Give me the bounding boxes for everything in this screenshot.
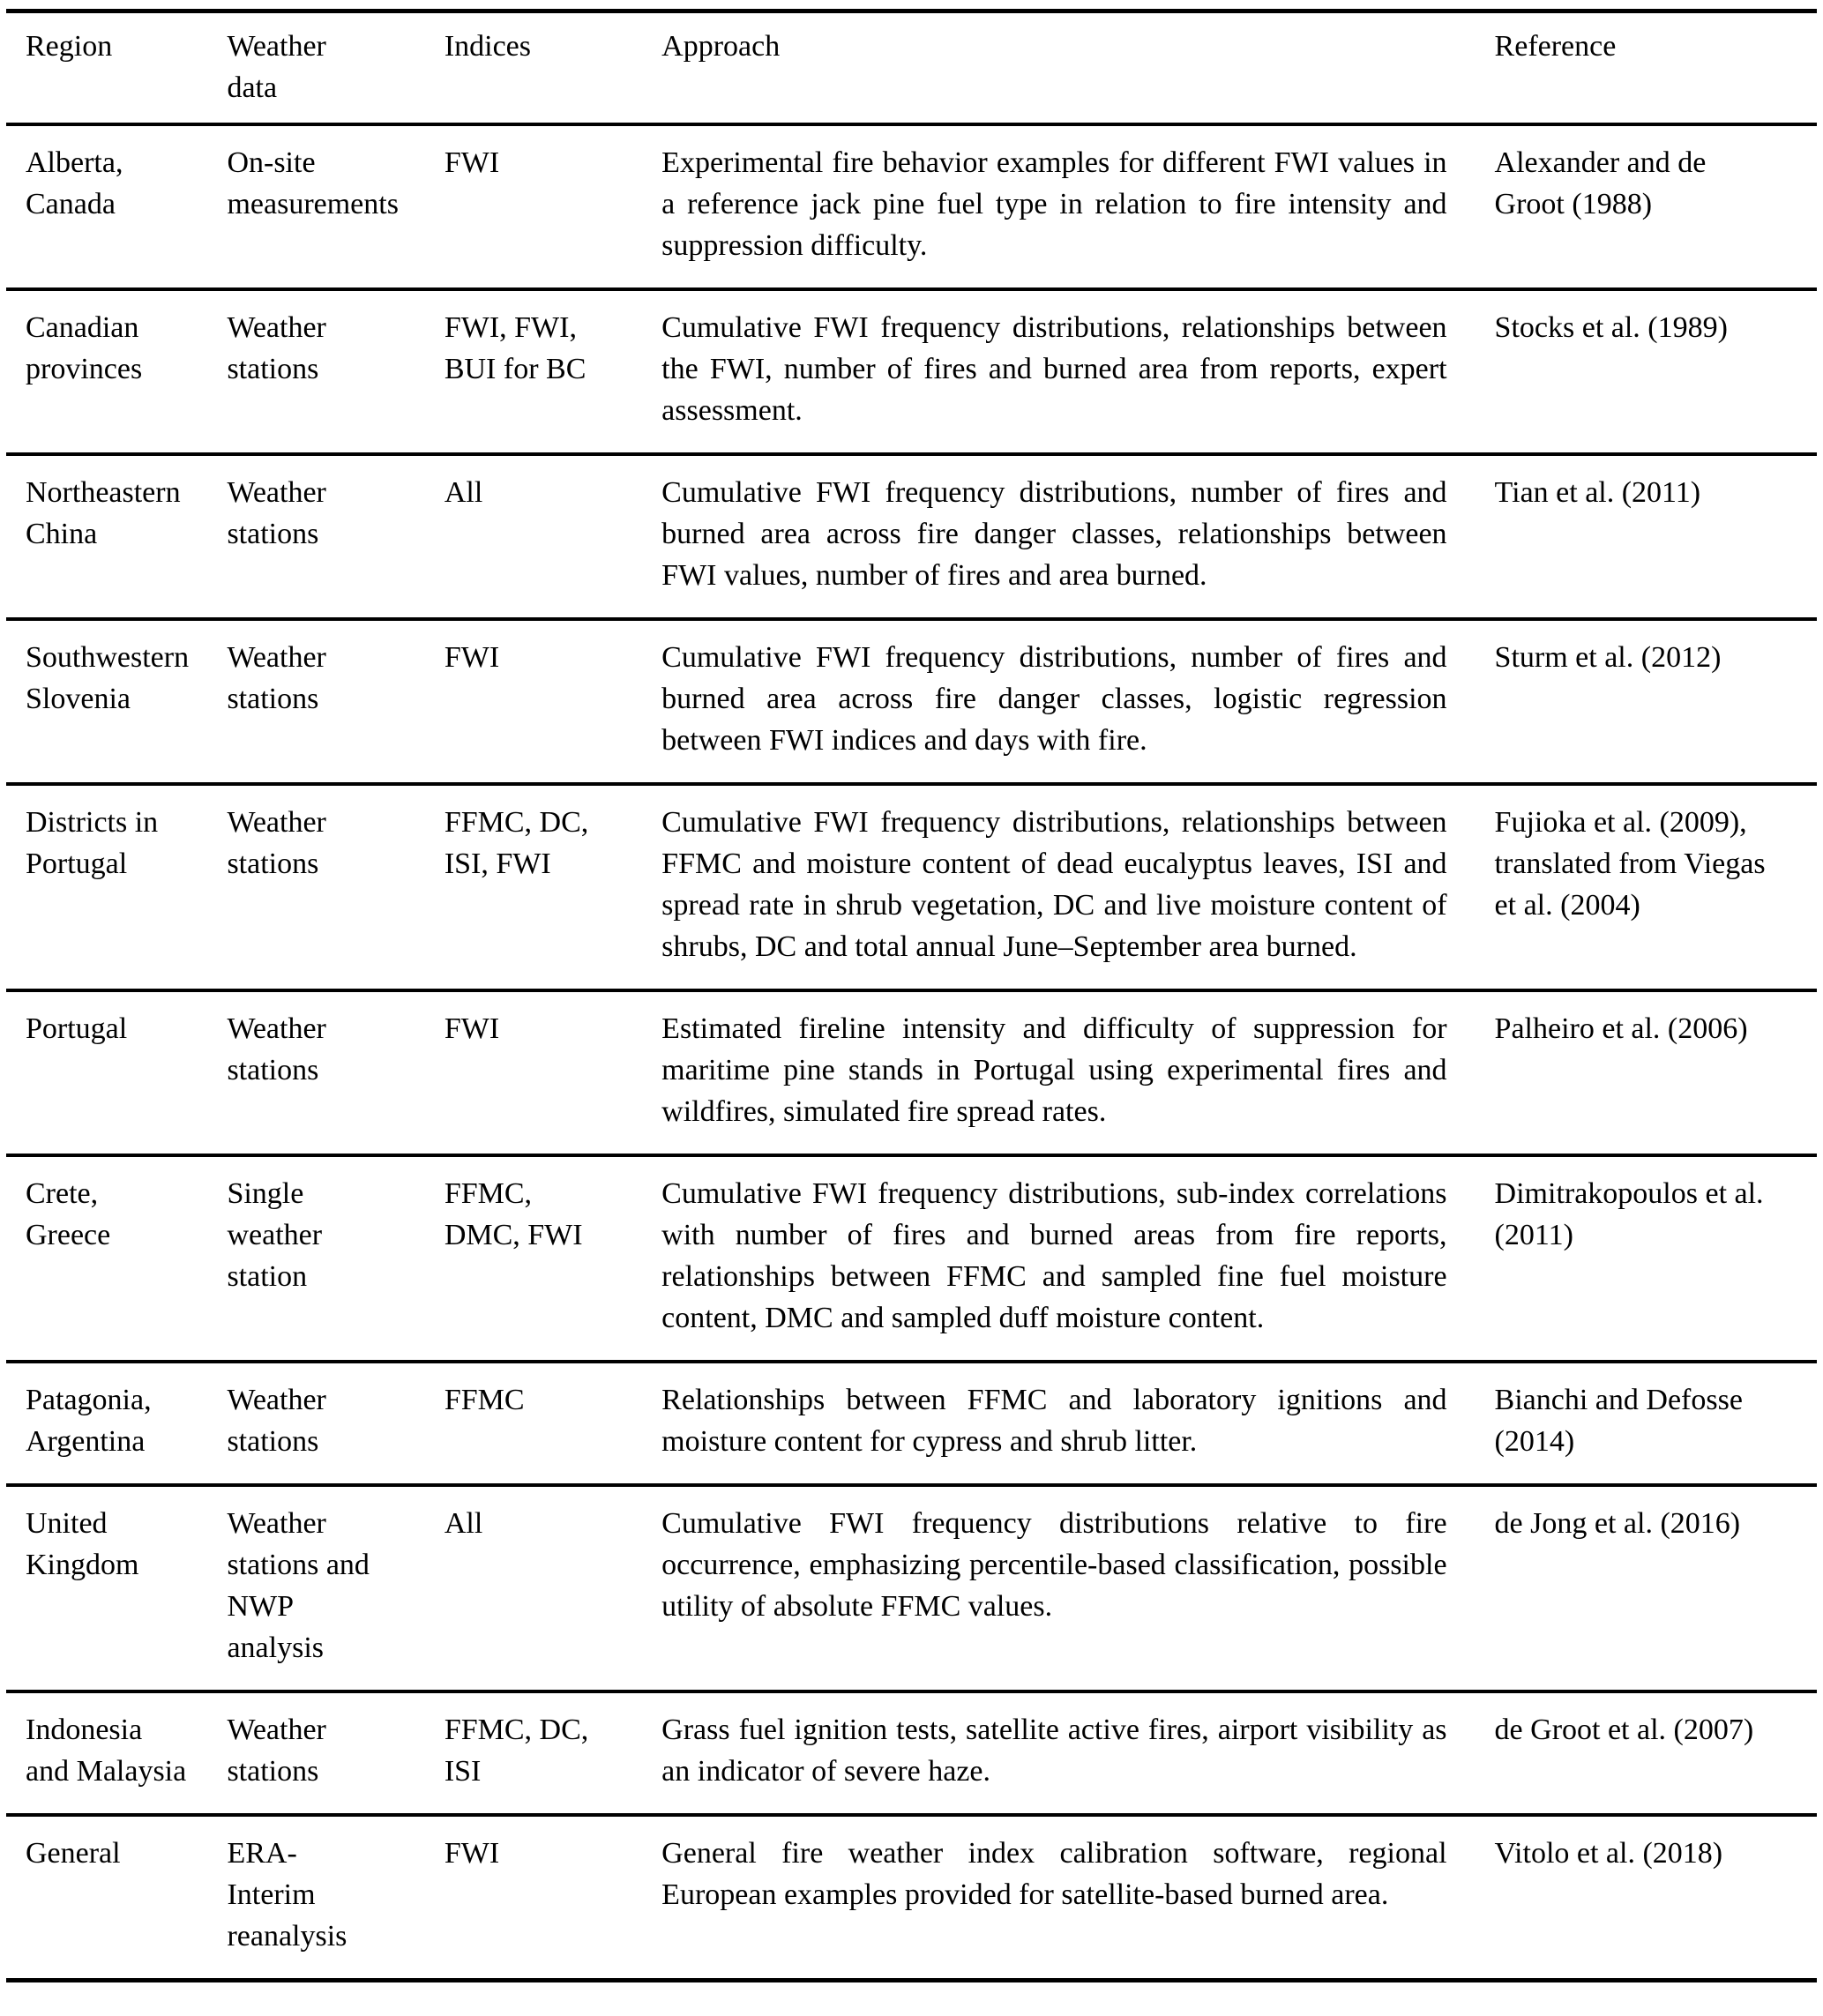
table-row: Northeastern China Weather stations All … xyxy=(6,454,1817,619)
approach-cell: Grass fuel ignition tests, satellite act… xyxy=(661,1714,1447,1788)
indices-cell: FFMC, DC, ISI xyxy=(444,1714,589,1788)
approach-cell: Cumulative FWI frequency distributions, … xyxy=(661,806,1447,963)
reference-cell: de Jong et al. (2016) xyxy=(1494,1507,1741,1540)
column-header-approach: Approach xyxy=(661,30,781,63)
table-row: Southwestern Slovenia Weather stations F… xyxy=(6,619,1817,784)
region-cell: Southwestern Slovenia xyxy=(26,641,190,715)
reference-cell: Fujioka et al. (2009), translated from V… xyxy=(1494,806,1766,922)
approach-cell: Cumulative FWI frequency distributions, … xyxy=(661,641,1447,757)
reference-cell: Alexander and de Groot (1988) xyxy=(1494,146,1707,220)
region-cell: General xyxy=(26,1837,121,1870)
approach-cell: Experimental fire behavior examples for … xyxy=(661,146,1447,262)
indices-cell: FFMC, DMC, FWI xyxy=(444,1177,583,1251)
reference-cell: Sturm et al. (2012) xyxy=(1494,641,1722,674)
indices-cell: FFMC, DC, ISI, FWI xyxy=(444,806,589,880)
indices-cell: FFMC xyxy=(444,1384,525,1416)
column-header-region: Region xyxy=(26,30,113,63)
header-row: Region Weather data Indices Approach Ref… xyxy=(6,11,1817,124)
weather-data-cell: On-site measurements xyxy=(227,146,399,220)
table-row: Portugal Weather stations FWI Estimated … xyxy=(6,990,1817,1155)
region-cell: Patagonia, Argentina xyxy=(26,1384,152,1458)
approach-cell: Cumulative FWI frequency distributions, … xyxy=(661,311,1447,427)
table-row: General ERA-Interim reanalysis FWI Gener… xyxy=(6,1815,1817,1981)
approach-cell: Cumulative FWI frequency distributions, … xyxy=(661,1177,1447,1334)
reference-cell: Vitolo et al. (2018) xyxy=(1494,1837,1723,1870)
table-row: Indonesia and Malaysia Weather stations … xyxy=(6,1691,1817,1815)
indices-cell: FWI, FWI, BUI for BC xyxy=(444,311,586,385)
approach-cell: Cumulative FWI frequency distributions r… xyxy=(661,1507,1447,1623)
approach-cell: Estimated fireline intensity and difficu… xyxy=(661,1012,1447,1128)
table-row: Canadian provinces Weather stations FWI,… xyxy=(6,289,1817,454)
region-cell: Portugal xyxy=(26,1012,128,1045)
reference-cell: Tian et al. (2011) xyxy=(1494,476,1701,509)
approach-cell: General fire weather index calibration s… xyxy=(661,1837,1447,1911)
weather-data-cell: Weather stations xyxy=(227,476,326,550)
indices-cell: FWI xyxy=(444,146,500,179)
table-row: Crete, Greece Single weather station FFM… xyxy=(6,1155,1817,1362)
table-row: United Kingdom Weather stations and NWP … xyxy=(6,1485,1817,1691)
indices-cell: FWI xyxy=(444,1837,500,1870)
reference-cell: Bianchi and Defosse (2014) xyxy=(1494,1384,1743,1458)
column-header-indices: Indices xyxy=(444,30,531,63)
indices-cell: All xyxy=(444,476,483,509)
indices-cell: All xyxy=(444,1507,483,1540)
region-cell: Indonesia and Malaysia xyxy=(26,1714,187,1788)
region-cell: Districts in Portugal xyxy=(26,806,159,880)
region-cell: United Kingdom xyxy=(26,1507,139,1581)
region-cell: Canadian provinces xyxy=(26,311,143,385)
weather-data-cell: Weather stations xyxy=(227,641,326,715)
weather-data-cell: Weather stations and NWP analysis xyxy=(227,1507,370,1664)
region-cell: Crete, Greece xyxy=(26,1177,111,1251)
weather-data-cell: ERA-Interim reanalysis xyxy=(227,1837,347,1953)
fwi-studies-table: Region Weather data Indices Approach Ref… xyxy=(6,9,1817,1982)
weather-data-cell: Single weather station xyxy=(227,1177,323,1293)
weather-data-cell: Weather stations xyxy=(227,1012,326,1086)
reference-cell: Stocks et al. (1989) xyxy=(1494,311,1728,344)
weather-data-cell: Weather stations xyxy=(227,1714,326,1788)
indices-cell: FWI xyxy=(444,1012,500,1045)
table-row: Alberta, Canada On-site measurements FWI… xyxy=(6,124,1817,289)
reference-cell: Dimitrakopoulos et al. (2011) xyxy=(1494,1177,1764,1251)
weather-data-cell: Weather stations xyxy=(227,1384,326,1458)
approach-cell: Cumulative FWI frequency distributions, … xyxy=(661,476,1447,592)
table-body: Alberta, Canada On-site measurements FWI… xyxy=(6,124,1817,1981)
table-header: Region Weather data Indices Approach Ref… xyxy=(6,11,1817,124)
weather-data-cell: Weather stations xyxy=(227,311,326,385)
table-row: Districts in Portugal Weather stations F… xyxy=(6,784,1817,990)
reference-cell: de Groot et al. (2007) xyxy=(1494,1714,1754,1746)
reference-cell: Palheiro et al. (2006) xyxy=(1494,1012,1748,1045)
column-header-weather-data: Weather data xyxy=(227,30,326,104)
indices-cell: FWI xyxy=(444,641,500,674)
approach-cell: Relationships between FFMC and laborator… xyxy=(661,1384,1447,1458)
table-row: Patagonia, Argentina Weather stations FF… xyxy=(6,1362,1817,1485)
region-cell: Alberta, Canada xyxy=(26,146,123,220)
column-header-reference: Reference xyxy=(1494,30,1617,63)
weather-data-cell: Weather stations xyxy=(227,806,326,880)
region-cell: Northeastern China xyxy=(26,476,181,550)
